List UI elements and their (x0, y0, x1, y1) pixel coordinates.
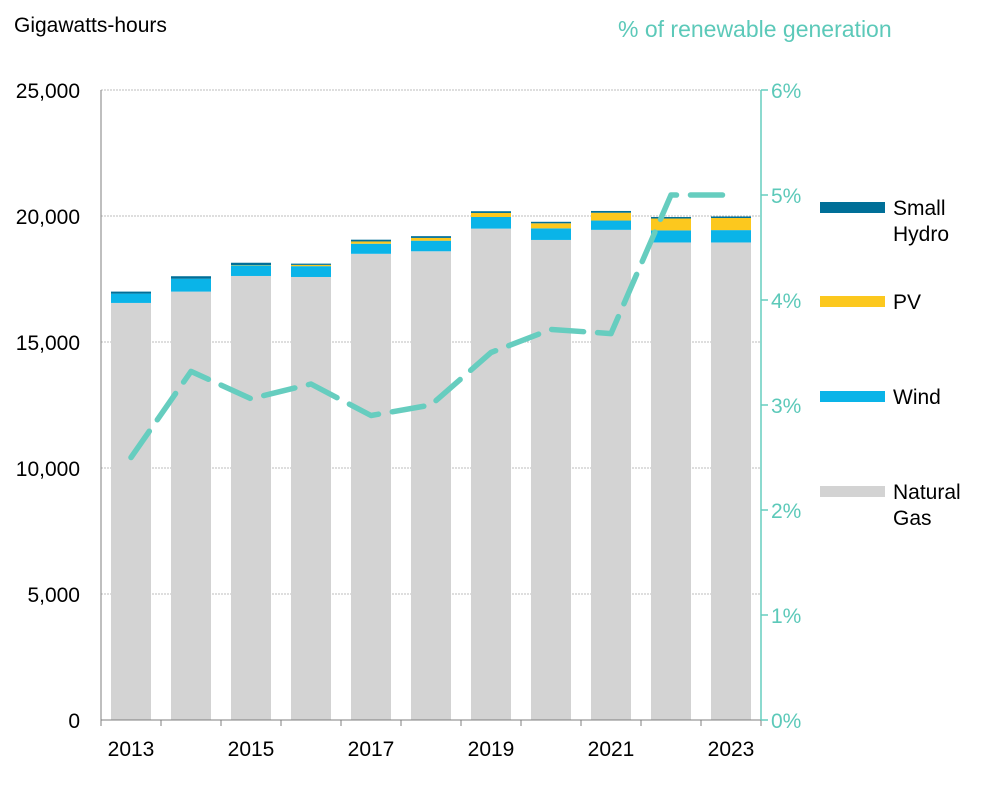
y2-tick-label: 2% (771, 500, 801, 523)
x-tick-label: 2015 (228, 738, 275, 761)
bar-wind (531, 228, 571, 240)
legend-label-small-hydro: Small Hydro (893, 197, 950, 246)
legend-label-natural-gas: Natural Gas (893, 481, 961, 530)
bar-small-hydro (711, 216, 751, 219)
renewable-share-line (128, 192, 734, 461)
bar-small-hydro (651, 217, 691, 219)
bar-small-hydro (291, 263, 331, 265)
left-axis-title: Gigawatts-hours (14, 14, 167, 37)
legend-swatch-wind (820, 391, 885, 402)
bar-pv (531, 223, 571, 229)
legend-swatch-pv (820, 296, 885, 307)
bar-wind (231, 265, 271, 276)
legend-label-pv: PV (893, 291, 922, 314)
bar-small-hydro (471, 211, 511, 213)
bar-wind (591, 220, 631, 230)
y2-tick-label: 6% (771, 80, 801, 103)
x-tick-label: 2019 (468, 738, 515, 761)
bar-natural-gas (411, 251, 451, 720)
y2-tick-label: 1% (771, 605, 801, 628)
y2-tick-label: 4% (771, 290, 801, 313)
bar-small-hydro (231, 262, 271, 266)
bar-wind (471, 217, 511, 229)
bar-natural-gas (651, 242, 691, 720)
bar-natural-gas (471, 228, 511, 720)
bar-small-hydro (111, 291, 151, 294)
bar-natural-gas (531, 239, 571, 720)
legend-swatch-natural-gas (820, 486, 885, 497)
legend-item-small-hydro: Small Hydro (820, 196, 978, 248)
bar-pv (591, 212, 631, 221)
bar-small-hydro (411, 236, 451, 238)
right-axis-title: % of renewable generation (618, 16, 892, 42)
bar-small-hydro (591, 210, 631, 213)
bar-wind (291, 266, 331, 277)
y2-tick-label: 5% (771, 185, 801, 208)
bar-pv (471, 212, 511, 218)
x-tick-label: 2017 (348, 738, 395, 761)
bar-small-hydro (531, 221, 571, 224)
y2-tick-label: 3% (771, 395, 801, 418)
bar-natural-gas (591, 229, 631, 721)
bar-natural-gas (171, 291, 211, 720)
bar-wind (351, 243, 391, 254)
bar-pv (351, 241, 391, 244)
bar-natural-gas (711, 242, 751, 720)
bar-wind (651, 230, 691, 243)
bar-pv (651, 218, 691, 231)
y-tick-label: 20,000 (16, 206, 80, 229)
legend-swatch-small-hydro (820, 202, 885, 213)
y-tick-label: 0 (68, 710, 80, 733)
y-tick-label: 15,000 (16, 332, 80, 355)
y-tick-label: 25,000 (16, 80, 80, 103)
legend-item-pv: PV (820, 290, 978, 316)
x-tick-label: 2021 (588, 738, 635, 761)
legend-label-wind: Wind (893, 386, 941, 409)
bar-wind (711, 230, 751, 243)
bar-pv (291, 264, 331, 267)
bar-natural-gas (231, 275, 271, 720)
bar-wind (411, 240, 451, 252)
bar-pv (411, 237, 451, 241)
bar-pv (711, 218, 751, 231)
legend-item-natural-gas: Natural Gas (820, 480, 978, 532)
y2-tick-label: 0% (771, 710, 801, 733)
bar-small-hydro (351, 239, 391, 242)
bar-natural-gas (111, 302, 151, 720)
legend-item-wind: Wind (820, 385, 978, 411)
x-tick-label: 2023 (708, 738, 755, 761)
bar-wind (171, 278, 211, 292)
bar-wind (111, 293, 151, 303)
y-tick-label: 10,000 (16, 458, 80, 481)
x-tick-label: 2013 (108, 738, 155, 761)
y-tick-label: 5,000 (27, 584, 80, 607)
bar-small-hydro (171, 276, 211, 279)
bar-natural-gas (291, 276, 331, 720)
bar-natural-gas (351, 253, 391, 721)
